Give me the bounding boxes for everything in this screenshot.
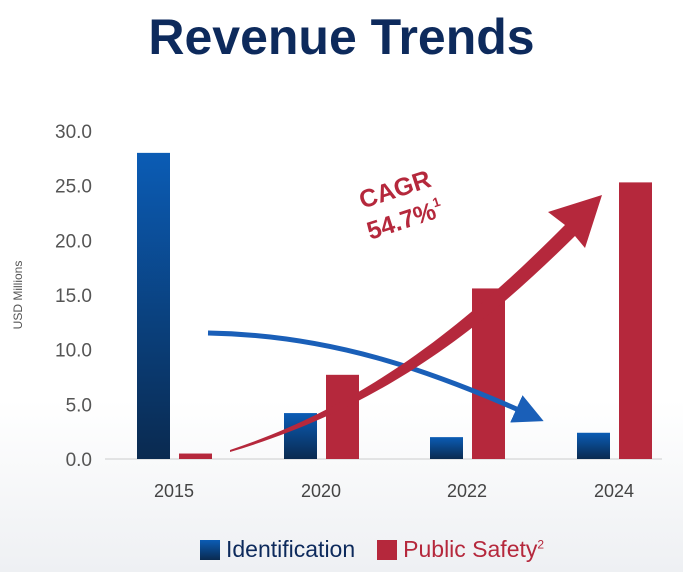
x-tick-label: 2020 bbox=[301, 481, 341, 501]
y-axis-label: USD Millions bbox=[11, 261, 25, 330]
bar-public-safety-2024 bbox=[619, 182, 652, 460]
bar-identification-2015 bbox=[137, 152, 170, 459]
legend-footnote: 2 bbox=[537, 537, 545, 552]
legend-swatch-identification bbox=[200, 539, 220, 560]
legend-label: Public Safety bbox=[403, 536, 538, 562]
y-tick-label: 5.0 bbox=[66, 395, 92, 416]
y-tick-label: 0.0 bbox=[66, 450, 92, 471]
bar-public-safety-2015 bbox=[179, 453, 212, 459]
x-tick-label: 2022 bbox=[447, 481, 487, 501]
x-tick-label: 2015 bbox=[154, 481, 194, 501]
bar-identification-2022 bbox=[430, 437, 463, 459]
bar-public-safety-2020 bbox=[326, 374, 359, 459]
y-tick-label: 15.0 bbox=[55, 286, 92, 307]
legend-item-public-safety: Public Safety2 bbox=[377, 536, 544, 563]
cagr-footnote: 1 bbox=[431, 194, 443, 211]
cagr-arrow bbox=[230, 195, 602, 452]
y-tick-label: 10.0 bbox=[55, 341, 92, 362]
y-tick-label: 30.0 bbox=[55, 122, 92, 143]
chart-title: Revenue Trends bbox=[148, 9, 535, 65]
bar-identification-2024 bbox=[577, 432, 610, 459]
decline-arrow bbox=[207, 330, 544, 423]
y-tick-label: 20.0 bbox=[55, 231, 92, 252]
legend-item-identification: Identification bbox=[200, 536, 355, 563]
legend-swatch-public-safety bbox=[377, 539, 398, 560]
legend: Identification Public Safety2 bbox=[200, 536, 544, 563]
x-tick-label: 2024 bbox=[594, 481, 634, 501]
y-tick-label: 25.0 bbox=[55, 177, 92, 198]
legend-label: Identification bbox=[226, 536, 356, 562]
